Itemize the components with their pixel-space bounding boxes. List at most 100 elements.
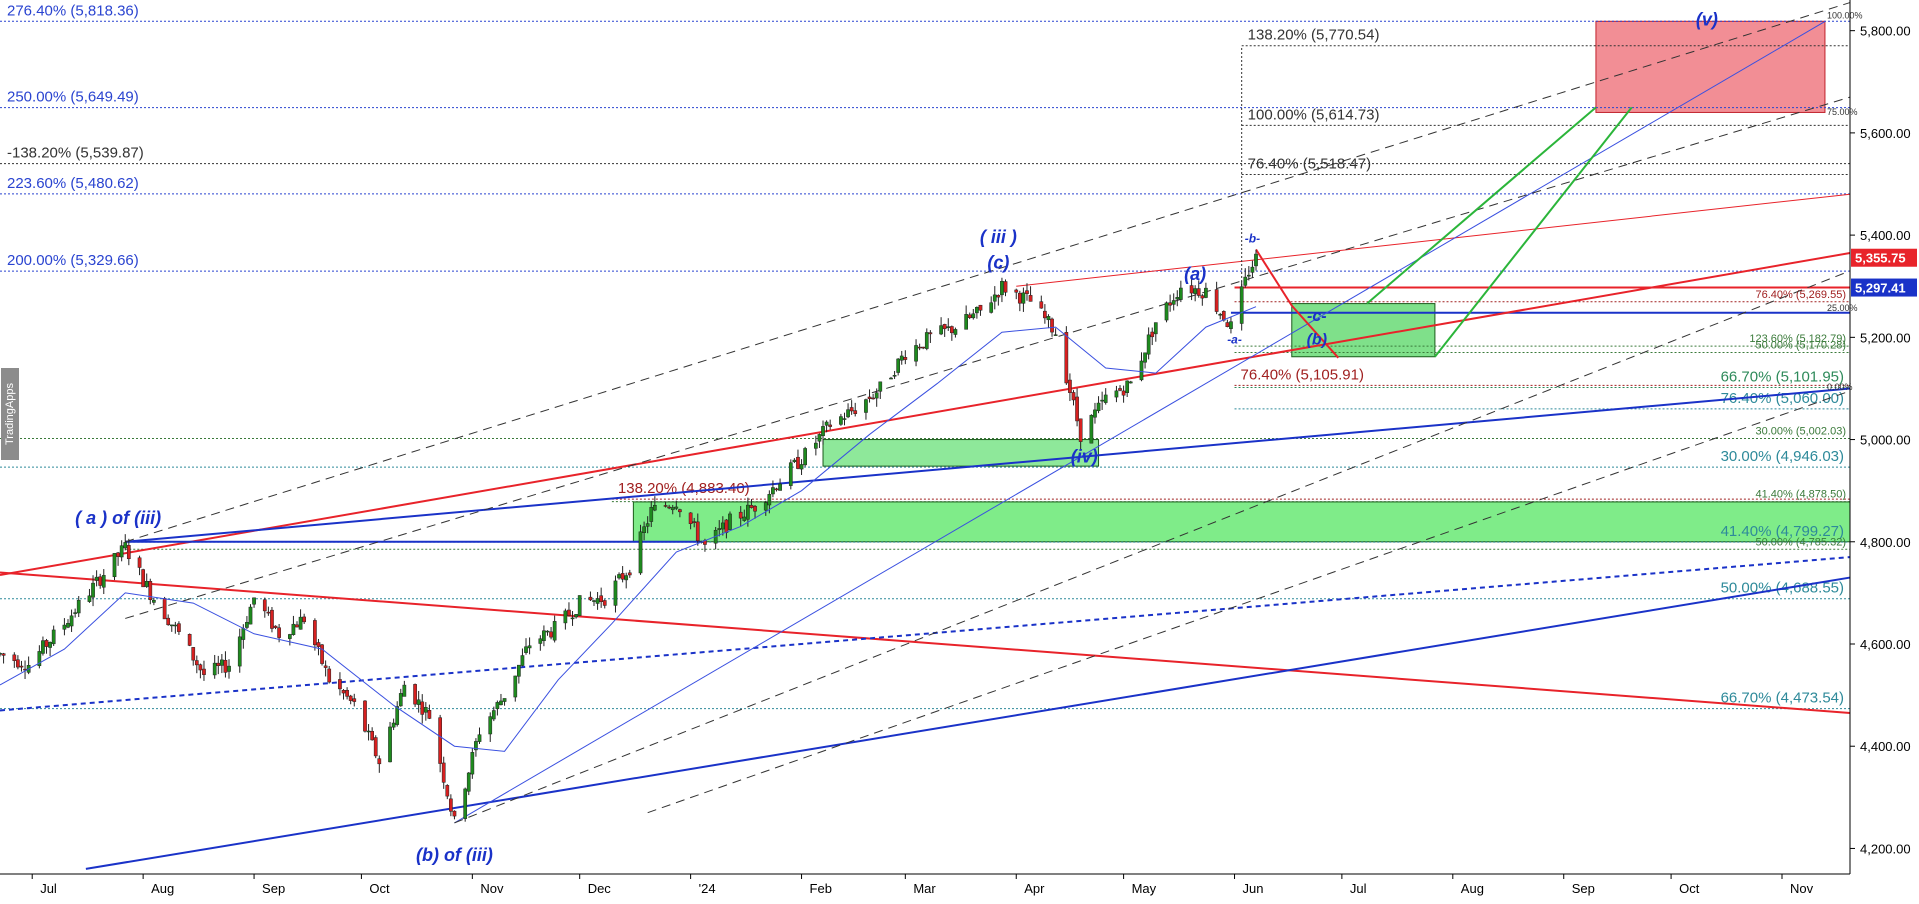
candle-body [928, 332, 933, 335]
labels-layer: ( a ) of (iii) (b) of (iii) ( iii ) (c) (iv)… [75, 10, 1862, 866]
candle-body [842, 418, 847, 420]
candle-body [896, 358, 901, 373]
candle-body [624, 575, 629, 581]
candle-body [327, 668, 332, 683]
x-tick-label: Oct [1679, 881, 1700, 896]
candle-body [599, 595, 604, 602]
candle-body [73, 612, 77, 614]
candle-body [1114, 390, 1119, 398]
candle-body [223, 659, 228, 673]
candle-body [1171, 300, 1176, 305]
candle-body [477, 734, 482, 742]
candle-body [273, 625, 278, 628]
candle-body [449, 798, 453, 812]
candle-body [638, 531, 643, 574]
moving-average-layer [0, 306, 1257, 752]
candle-body [749, 505, 754, 508]
candle-body [1218, 313, 1223, 316]
candle-body [413, 684, 417, 705]
candle-body [520, 655, 525, 666]
candle-body [545, 630, 550, 633]
candle-body [220, 659, 224, 666]
candle-body [137, 557, 142, 568]
candle-body [649, 507, 654, 522]
candle-body [499, 700, 503, 706]
candle-body [878, 381, 883, 392]
candle-body [602, 600, 607, 606]
candle-body [198, 664, 203, 671]
candle-body [939, 325, 943, 335]
candle-body [570, 617, 575, 620]
red-falling [0, 571, 1851, 714]
candle-body [166, 617, 171, 626]
candle-body [1014, 289, 1019, 293]
candle-body [577, 595, 582, 616]
candle-body [567, 609, 571, 616]
x-tick-label: Sep [1572, 881, 1595, 896]
zone-percent-label: 0.00% [1827, 382, 1853, 392]
level-label: 66.70% (4,473.54) [1721, 690, 1844, 707]
candle-body [949, 326, 954, 334]
candle-body [946, 326, 951, 328]
candle-body [162, 598, 167, 620]
candle-body [348, 695, 353, 701]
y-tick-label: 5,800.00 [1860, 24, 1911, 39]
x-tick-label: Oct [369, 881, 390, 896]
candle-body [191, 647, 196, 661]
candle-body [338, 679, 342, 690]
candle-body [241, 628, 246, 640]
candle-body [538, 638, 543, 644]
candle-body [245, 622, 249, 628]
candle-body [899, 355, 904, 361]
candle-body [352, 698, 357, 702]
candle-body [989, 302, 994, 313]
candle-body [1243, 276, 1248, 286]
candle-body [402, 684, 407, 697]
red-upper-channel [1016, 193, 1851, 287]
candle-body [41, 640, 45, 654]
candle-body [1121, 390, 1126, 396]
candle-body [1175, 297, 1180, 300]
moving-average-line [0, 306, 1257, 752]
candle-body [302, 616, 307, 623]
candle-body [216, 662, 221, 666]
candle-body [270, 609, 274, 629]
y-tick-label: 4,400.00 [1860, 739, 1911, 754]
x-tick-label: Nov [1790, 881, 1814, 896]
candle-body [542, 630, 546, 642]
level-label: 66.70% (5,101.95) [1721, 368, 1844, 385]
candle-body [445, 785, 450, 797]
candle-body [248, 606, 253, 625]
candle-body [452, 810, 457, 817]
prior-close-box [1851, 278, 1917, 297]
candle-body [1189, 285, 1194, 294]
candle-body [227, 665, 231, 672]
black-dash-upper [125, 2, 1851, 543]
candle-body [466, 772, 471, 792]
wave-label: ( a ) of (iii) [75, 508, 161, 528]
candle-body [91, 582, 95, 598]
candle-body [363, 700, 367, 732]
candle-body [1025, 290, 1029, 294]
candle-body [141, 569, 145, 588]
candle-body [1250, 266, 1255, 273]
candle-body [720, 522, 725, 530]
prior-close-label: 5,297.41 [1855, 281, 1906, 296]
candle-body [742, 516, 747, 521]
candle-body [427, 710, 432, 719]
blue-dashed [0, 556, 1851, 712]
candle-body [62, 624, 67, 630]
candle-body [774, 488, 779, 491]
candle-body [1039, 301, 1044, 309]
candle-body [652, 504, 657, 511]
candle-body [1043, 310, 1047, 319]
y-tick-label: 4,600.00 [1860, 637, 1911, 652]
level-label: 100.00% (5,614.73) [1248, 106, 1380, 123]
candle-body [1125, 380, 1130, 393]
candle-body [971, 313, 976, 319]
candle-body [728, 513, 732, 530]
candle-body [194, 660, 199, 666]
blue-support-a [125, 387, 1851, 543]
candle-body [924, 332, 929, 349]
